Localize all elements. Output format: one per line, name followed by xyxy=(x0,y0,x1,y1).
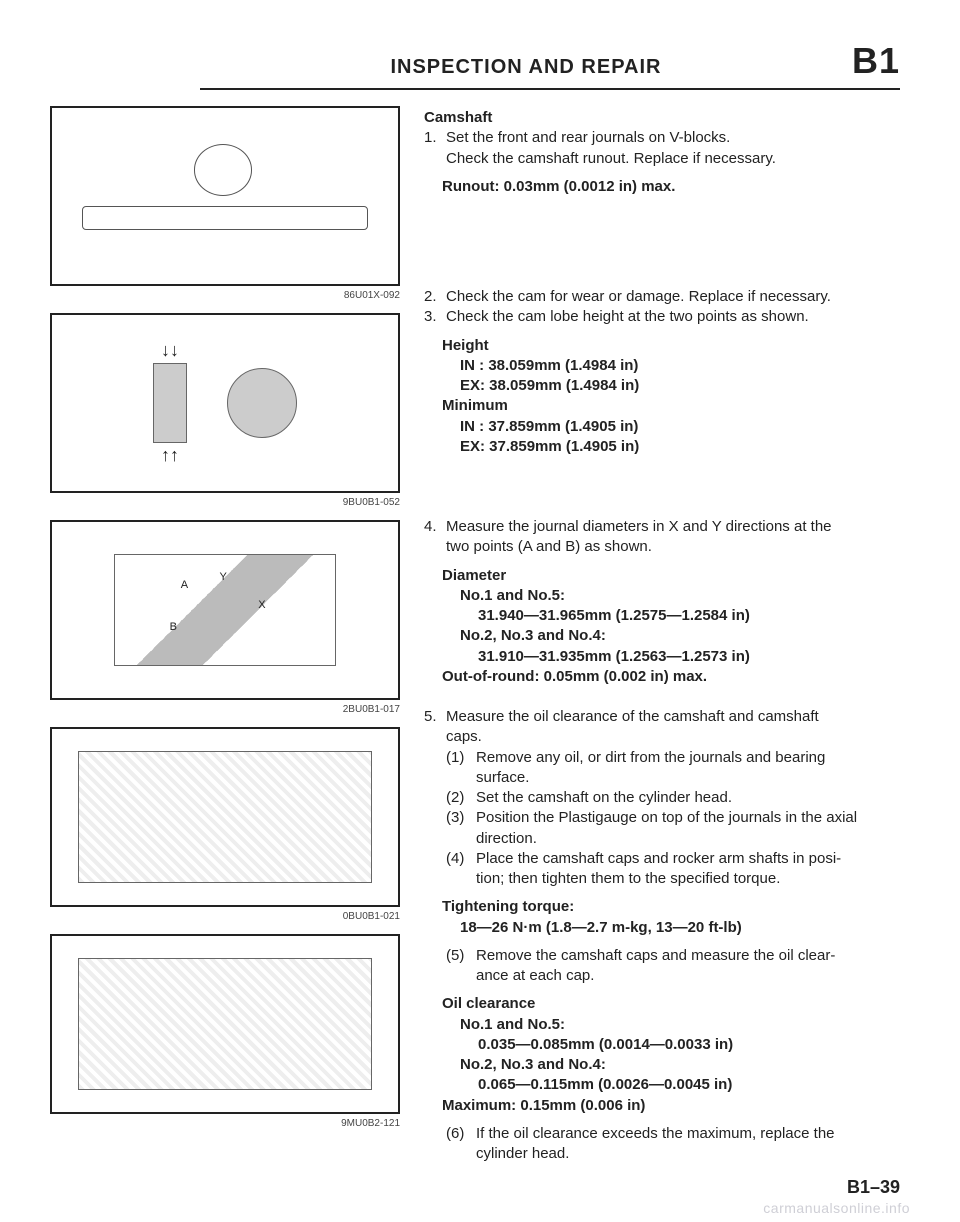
step-5-4-l1: Place the camshaft caps and rocker arm s… xyxy=(476,849,841,869)
step-5-line-1: Measure the oil clearance of the camshaf… xyxy=(446,707,819,727)
dia-no15-val: 31.940—31.965mm (1.2575—1.2584 in) xyxy=(424,606,910,626)
step-5-4-l2: tion; then tighten them to the specified… xyxy=(476,869,841,889)
step-5-2-num: (2) xyxy=(446,788,476,808)
watermark: carmanualsonline.info xyxy=(763,1200,910,1216)
label-y: Y xyxy=(219,571,226,583)
step-5-3-l2: direction. xyxy=(476,829,857,849)
figure-3-caption: 2BU0B1-017 xyxy=(50,704,400,715)
step-1-line-2: Check the camshaft runout. Replace if ne… xyxy=(446,149,776,169)
runout-spec: Runout: 0.03mm (0.0012 in) max. xyxy=(424,177,910,197)
lobe-bar-shape xyxy=(153,363,187,443)
figure-5 xyxy=(50,934,400,1114)
step-5-6-num: (6) xyxy=(446,1124,476,1165)
step-5-1-l1: Remove any oil, or dirt from the journal… xyxy=(476,748,825,768)
figures-column: 86U01X-092 ↓↓ ↑↑ 9BU0B1-052 A Y X B 2BU0… xyxy=(50,106,400,1164)
figure-4-illustration xyxy=(78,751,372,883)
step-3: 3. Check the cam lobe height at the two … xyxy=(424,307,910,327)
header-code: B1 xyxy=(852,40,900,82)
step-3-num: 3. xyxy=(424,307,446,327)
text-column: Camshaft 1. Set the front and rear journ… xyxy=(424,106,910,1164)
oil-no234: No.2, No.3 and No.4: xyxy=(424,1055,910,1075)
figure-4-caption: 0BU0B1-021 xyxy=(50,911,400,922)
step-4: 4. Measure the journal diameters in X an… xyxy=(424,517,910,558)
figure-5-illustration xyxy=(78,958,372,1090)
lobe-circle-shape xyxy=(227,368,297,438)
camshaft-heading: Camshaft xyxy=(424,108,910,128)
step-5-num: 5. xyxy=(424,707,446,748)
dia-no15: No.1 and No.5: xyxy=(424,586,910,606)
figure-1-caption: 86U01X-092 xyxy=(50,290,400,301)
step-3-text: Check the cam lobe height at the two poi… xyxy=(446,307,809,327)
step-5-3-num: (3) xyxy=(446,808,476,849)
page-header: INSPECTION AND REPAIR B1 xyxy=(200,40,900,90)
step-1-line-1: Set the front and rear journals on V-blo… xyxy=(446,128,776,148)
oil-no234-val: 0.065—0.115mm (0.0026—0.0045 in) xyxy=(424,1075,910,1095)
figure-2-caption: 9BU0B1-052 xyxy=(50,497,400,508)
figure-1-illustration xyxy=(69,134,380,257)
label-a: A xyxy=(181,579,188,591)
step-1: 1. Set the front and rear journals on V-… xyxy=(424,128,910,169)
step-5-1: (1) Remove any oil, or dirt from the jou… xyxy=(424,748,910,789)
oil-no15: No.1 and No.5: xyxy=(424,1015,910,1035)
figure-2-illustration: ↓↓ ↑↑ xyxy=(153,340,297,466)
header-title: INSPECTION AND REPAIR xyxy=(200,56,852,79)
height-ex: EX: 38.059mm (1.4984 in) xyxy=(424,376,910,396)
arrow-up-icon: ↑↑ xyxy=(161,445,179,466)
torque-val: 18—26 N·m (1.8—2.7 m-kg, 13—20 ft-lb) xyxy=(424,918,910,938)
step-4-line-2: two points (A and B) as shown. xyxy=(446,537,832,557)
step-5-5-l1: Remove the camshaft caps and measure the… xyxy=(476,946,835,966)
figure-3-illustration: A Y X B xyxy=(87,540,364,681)
step-4-num: 4. xyxy=(424,517,446,558)
step-5-line-2: caps. xyxy=(446,727,819,747)
page-number: B1–39 xyxy=(847,1177,900,1198)
step-2: 2. Check the cam for wear or damage. Rep… xyxy=(424,287,910,307)
step-2-num: 2. xyxy=(424,287,446,307)
step-1-num: 1. xyxy=(424,128,446,169)
label-b: B xyxy=(170,621,177,633)
step-5-4: (4) Place the camshaft caps and rocker a… xyxy=(424,849,910,890)
out-of-round: Out-of-round: 0.05mm (0.002 in) max. xyxy=(424,667,910,687)
step-5-3: (3) Position the Plastigauge on top of t… xyxy=(424,808,910,849)
step-5-6-l2: cylinder head. xyxy=(476,1144,835,1164)
step-5-2: (2) Set the camshaft on the cylinder hea… xyxy=(424,788,910,808)
step-4-line-1: Measure the journal diameters in X and Y… xyxy=(446,517,832,537)
figure-5-caption: 9MU0B2-121 xyxy=(50,1118,400,1129)
oil-max: Maximum: 0.15mm (0.006 in) xyxy=(424,1096,910,1116)
diameter-label: Diameter xyxy=(424,566,910,586)
step-5-6: (6) If the oil clearance exceeds the max… xyxy=(424,1124,910,1165)
torque-label: Tightening torque: xyxy=(424,897,910,917)
main-columns: 86U01X-092 ↓↓ ↑↑ 9BU0B1-052 A Y X B 2BU0… xyxy=(50,106,910,1164)
oil-no15-val: 0.035—0.085mm (0.0014—0.0033 in) xyxy=(424,1035,910,1055)
figure-2: ↓↓ ↑↑ xyxy=(50,313,400,493)
min-in: IN : 37.859mm (1.4905 in) xyxy=(424,417,910,437)
step-5-2-text: Set the camshaft on the cylinder head. xyxy=(476,788,732,808)
step-2-text: Check the cam for wear or damage. Replac… xyxy=(446,287,831,307)
dia-no234: No.2, No.3 and No.4: xyxy=(424,626,910,646)
step-5-5-l2: ance at each cap. xyxy=(476,966,835,986)
step-5-4-num: (4) xyxy=(446,849,476,890)
figure-4 xyxy=(50,727,400,907)
step-5-3-l1: Position the Plastigauge on top of the j… xyxy=(476,808,857,828)
min-ex: EX: 37.859mm (1.4905 in) xyxy=(424,437,910,457)
label-x: X xyxy=(258,599,265,611)
step-5: 5. Measure the oil clearance of the cams… xyxy=(424,707,910,748)
height-label: Height xyxy=(424,336,910,356)
step-5-5-num: (5) xyxy=(446,946,476,987)
arrow-down-icon: ↓↓ xyxy=(161,340,179,361)
figure-1 xyxy=(50,106,400,286)
step-5-5: (5) Remove the camshaft caps and measure… xyxy=(424,946,910,987)
step-5-1-l2: surface. xyxy=(476,768,825,788)
oil-label: Oil clearance xyxy=(424,994,910,1014)
figure-3: A Y X B xyxy=(50,520,400,700)
dia-no234-val: 31.910—31.935mm (1.2563—1.2573 in) xyxy=(424,647,910,667)
step-5-6-l1: If the oil clearance exceeds the maximum… xyxy=(476,1124,835,1144)
step-5-1-num: (1) xyxy=(446,748,476,789)
minimum-label: Minimum xyxy=(424,396,910,416)
height-in: IN : 38.059mm (1.4984 in) xyxy=(424,356,910,376)
